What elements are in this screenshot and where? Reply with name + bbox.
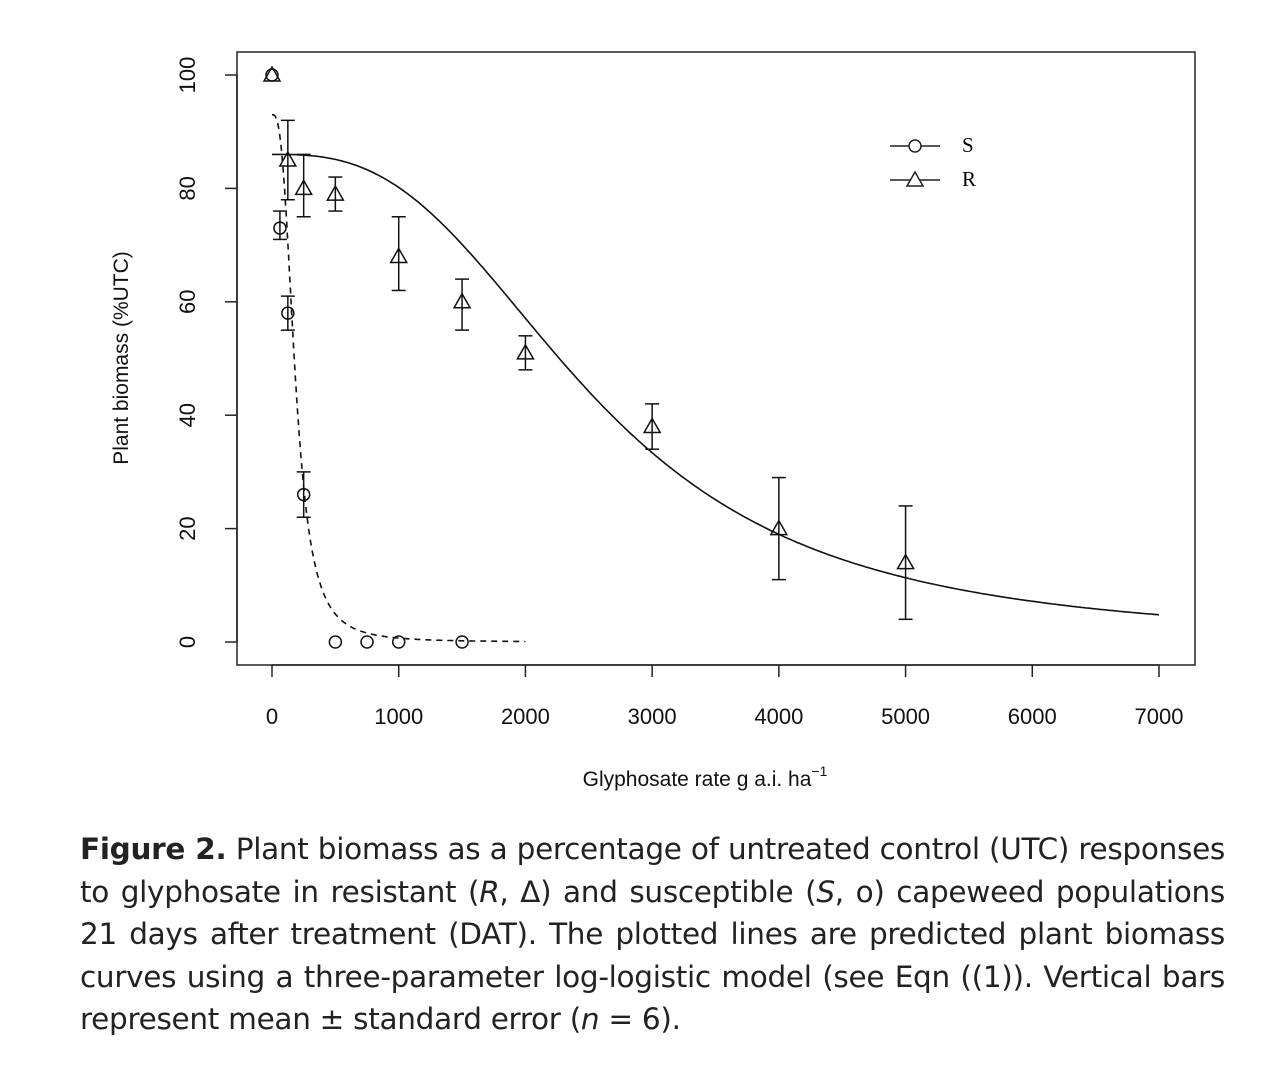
data-point-r	[452, 292, 472, 309]
legend-r-label: R	[962, 167, 976, 191]
data-point-s	[273, 221, 287, 235]
x-tick-label: 5000	[881, 704, 930, 729]
x-tick-label: 1000	[374, 704, 423, 729]
caption-text: , o) capeweed populations 21 days after …	[80, 874, 1225, 1037]
figure-caption: Figure 2. Plant biomass as a percentage …	[80, 828, 1225, 1041]
y-tick-label: 40	[175, 403, 200, 427]
data-point-s	[455, 635, 469, 649]
data-point-s	[296, 487, 311, 502]
y-tick-label: 0	[175, 636, 200, 648]
y-tick-label: 20	[175, 516, 200, 540]
x-tick-label: 2000	[501, 704, 550, 729]
data-point-r	[896, 553, 915, 570]
model-curve-r	[272, 153, 1160, 616]
data-point-r	[278, 150, 298, 167]
plot-frame	[236, 51, 1196, 666]
data-point-r	[642, 417, 662, 434]
legend-r-marker	[905, 170, 925, 187]
caption-s: S	[816, 874, 835, 909]
y-axis-label: Plant biomass (%UTC)	[110, 251, 133, 465]
data-point-s	[360, 635, 374, 649]
data-point-r	[769, 519, 789, 536]
x-tick-label: 6000	[1008, 704, 1057, 729]
data-point-s	[281, 306, 295, 320]
data-point-s	[391, 635, 406, 649]
data-point-r	[294, 178, 313, 196]
caption-text: , Δ) and susceptible (	[499, 874, 817, 909]
x-tick-label: 0	[266, 704, 278, 729]
data-point-r	[262, 65, 282, 82]
y-tick-label: 60	[175, 290, 200, 314]
x-tick-label: 3000	[628, 704, 677, 729]
legend-s-marker	[908, 139, 922, 153]
caption-r: R	[479, 874, 500, 909]
caption-label: Figure 2.	[80, 832, 227, 866]
caption-n: n	[580, 1002, 600, 1036]
legend-s-label: S	[962, 133, 974, 157]
dose-response-chart: 0 1000 2000 3000 4000 5000 6000 7000 0 20 40 60 80 1…	[110, 51, 1196, 791]
x-axis-label: Glyphosate rate g a.i. ha−1	[583, 763, 828, 791]
data-point-s	[328, 635, 343, 649]
model-curve-s	[272, 113, 526, 643]
x-tick-label: 4000	[754, 704, 803, 729]
caption-text: = 6).	[599, 1002, 681, 1036]
y-tick-label: 100	[175, 57, 200, 94]
data-point-r	[389, 246, 409, 264]
data-point-r	[516, 343, 535, 360]
legend: S R	[890, 133, 976, 191]
data-point-r	[326, 184, 345, 201]
caption-text: Plant biomass as a percentage of untreat…	[80, 832, 1225, 909]
y-tick-label: 80	[175, 176, 200, 200]
x-tick-label: 7000	[1135, 704, 1184, 729]
